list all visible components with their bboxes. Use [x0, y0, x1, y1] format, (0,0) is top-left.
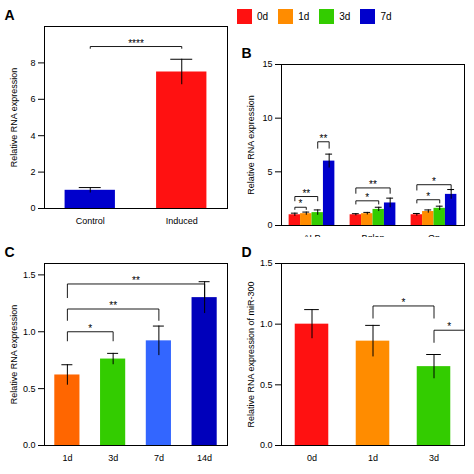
svg-text:1d: 1d [368, 453, 378, 463]
svg-text:3d: 3d [108, 453, 118, 463]
svg-text:8: 8 [30, 58, 35, 68]
svg-text:Relative RNA expression: Relative RNA expression [9, 305, 19, 405]
svg-text:C: C [5, 244, 15, 260]
svg-text:**: ** [369, 179, 377, 190]
svg-text:Control: Control [76, 216, 105, 226]
svg-text:*: * [365, 192, 369, 203]
svg-text:5: 5 [267, 167, 272, 177]
svg-text:1.0: 1.0 [260, 319, 273, 329]
svg-text:1.5: 1.5 [23, 270, 36, 280]
svg-text:2: 2 [30, 167, 35, 177]
svg-text:15: 15 [262, 59, 272, 69]
svg-text:**: ** [109, 300, 117, 311]
html-text:7d: 7d [380, 11, 392, 22]
svg-text:*: * [426, 191, 430, 202]
svg-text:3d: 3d [429, 453, 439, 463]
svg-text:14d: 14d [197, 453, 212, 463]
svg-text:6: 6 [30, 94, 35, 104]
svg-text:**: ** [132, 275, 140, 286]
html-text:0d: 0d [257, 11, 269, 22]
svg-text:A: A [5, 7, 15, 23]
svg-text:**: ** [302, 188, 310, 199]
svg-text:*: * [88, 323, 92, 334]
svg-text:Relative RNA expression: Relative RNA expression [246, 95, 256, 195]
html-text:1d: 1d [298, 11, 310, 22]
svg-text:**: ** [320, 133, 328, 144]
svg-text:7d: 7d [154, 453, 164, 463]
svg-text:0.5: 0.5 [23, 384, 36, 394]
svg-text:*: * [299, 198, 303, 209]
svg-text:****: **** [128, 38, 144, 49]
html-text:3d: 3d [339, 11, 351, 22]
svg-text:1d: 1d [62, 453, 72, 463]
svg-text:B: B [242, 45, 252, 61]
svg-text:Relative RNA expression of miR: Relative RNA expression of miR-300 [246, 281, 256, 427]
svg-text:*: * [402, 297, 406, 308]
svg-text:0.0: 0.0 [260, 440, 273, 450]
svg-text:0: 0 [267, 220, 272, 230]
svg-text:4: 4 [30, 131, 35, 141]
svg-text:*: * [432, 176, 436, 187]
svg-text:0.5: 0.5 [260, 380, 273, 390]
svg-text:10: 10 [262, 113, 272, 123]
svg-text:0.0: 0.0 [23, 440, 36, 450]
svg-text:1.5: 1.5 [260, 258, 273, 268]
svg-text:0: 0 [30, 203, 35, 213]
svg-text:*: * [447, 321, 451, 332]
svg-text:0d: 0d [307, 453, 317, 463]
svg-text:D: D [242, 244, 252, 260]
svg-text:Induced: Induced [166, 216, 198, 226]
svg-text:Relative RNA expression: Relative RNA expression [9, 68, 19, 168]
svg-text:1.0: 1.0 [23, 327, 36, 337]
